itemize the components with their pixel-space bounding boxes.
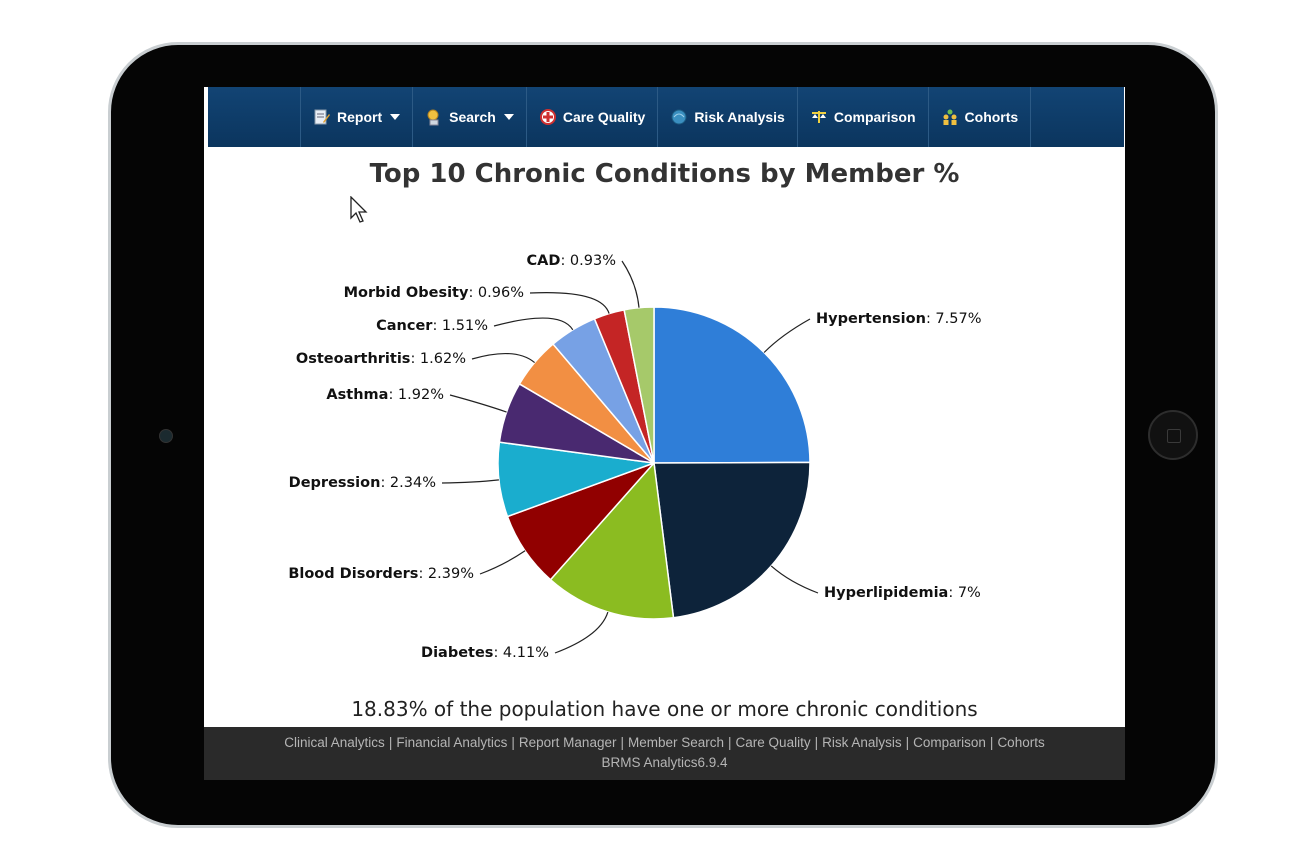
report-icon: [314, 109, 330, 125]
pie-connector: [763, 318, 811, 353]
footer-link-member-search[interactable]: Member Search: [627, 735, 725, 750]
footer-separator: |: [905, 735, 910, 750]
footer-separator: |: [388, 735, 393, 750]
footer-separator: |: [728, 735, 732, 750]
footer-separator: |: [814, 735, 819, 750]
footer-separator: |: [620, 735, 624, 750]
nav-comparison-label: Comparison: [833, 109, 916, 125]
pie-chart: Hypertension: 7.57% Hyperlipidemia: 7% Dia…: [288, 253, 982, 661]
chevron-down-icon: [503, 114, 514, 120]
footer-link-comparison[interactable]: Comparison: [913, 735, 986, 750]
footer-link-care-quality[interactable]: Care Quality: [735, 735, 811, 750]
pie-connector: [529, 292, 610, 314]
pie-label-cad: CAD: 0.93%: [527, 253, 616, 269]
search-icon: [427, 109, 439, 126]
nav-report[interactable]: Report: [300, 87, 414, 147]
pie-connector: [471, 352, 535, 364]
footer-links: Clinical Analytics | Financial Analytics | R…: [204, 727, 1125, 750]
pie-label-blood-disorders: Blood Disorders: 2.39%: [288, 566, 474, 582]
nav-care-quality-label: Care Quality: [562, 109, 646, 125]
pie-connector: [493, 317, 574, 331]
pie-label-morbid-obesity: Morbid Obesity: 0.96%: [344, 285, 524, 301]
pie-slice-hypertension[interactable]: [653, 306, 811, 464]
pie-connector: [770, 565, 819, 594]
mouse-cursor-icon: [350, 196, 368, 223]
pie-connector: [554, 611, 609, 654]
nav-cohorts[interactable]: Cohorts: [929, 87, 1032, 147]
pie-slice-diabetes[interactable]: [549, 461, 675, 620]
cohorts-icon: [943, 109, 957, 125]
camera-icon: [159, 429, 173, 443]
nav-search[interactable]: Search: [413, 87, 527, 147]
pie-connector: [449, 394, 507, 413]
app-screen: Report Search Care Quality Risk Analysis: [204, 87, 1125, 780]
pie-connector: [479, 550, 526, 575]
footer-link-risk-analysis[interactable]: Risk Analysis: [822, 735, 902, 750]
nav-comparison[interactable]: Comparison: [798, 87, 929, 147]
footer-link-financial-analytics[interactable]: Financial Analytics: [396, 735, 508, 750]
care-quality-icon: [539, 109, 556, 125]
nav-search-label: Search: [449, 109, 496, 125]
version-text: BRMS Analytics6.9.4: [601, 755, 728, 770]
footer-link-cohorts[interactable]: Cohorts: [997, 735, 1045, 750]
chevron-down-icon: [390, 114, 401, 120]
footer-link-report-manager[interactable]: Report Manager: [518, 735, 617, 750]
pie-label-osteoarthritis: Osteoarthritis: 1.62%: [296, 351, 466, 367]
footer-separator: |: [511, 735, 515, 750]
nav-risk-analysis-label: Risk Analysis: [694, 109, 785, 125]
pie-label-asthma: Asthma: 1.92%: [326, 387, 444, 403]
pie-label-depression: Depression: 2.34%: [289, 475, 436, 491]
nav-care-quality[interactable]: Care Quality: [527, 87, 659, 147]
comparison-icon: [811, 111, 826, 123]
risk-analysis-icon: [671, 109, 687, 125]
nav-cohorts-label: Cohorts: [964, 109, 1019, 125]
home-button[interactable]: [1148, 410, 1198, 460]
pie-connector: [621, 260, 640, 308]
pie-slice-hyperlipidemia[interactable]: [653, 461, 811, 619]
chart-subtitle: 18.83% of the population have one or mor…: [351, 697, 978, 721]
top-nav: Report Search Care Quality Risk Analysis: [208, 87, 1124, 147]
pie-label-cancer: Cancer: 1.51%: [376, 318, 488, 334]
footer-separator: |: [989, 735, 994, 750]
pie-connector: [441, 479, 499, 484]
nav-risk-analysis[interactable]: Risk Analysis: [658, 87, 798, 147]
chart-title: Top 10 Chronic Conditions by Member %: [369, 159, 960, 189]
footer-link-clinical-analytics[interactable]: Clinical Analytics: [284, 735, 385, 750]
nav-report-label: Report: [337, 109, 383, 125]
pie-label-diabetes: Diabetes: 4.11%: [421, 645, 549, 661]
pie-label-hyperlipidemia: Hyperlipidemia: 7%: [824, 585, 981, 601]
pie-label-hypertension: Hypertension: 7.57%: [816, 311, 982, 327]
footer: Clinical Analytics | Financial Analytics | R…: [204, 727, 1125, 780]
